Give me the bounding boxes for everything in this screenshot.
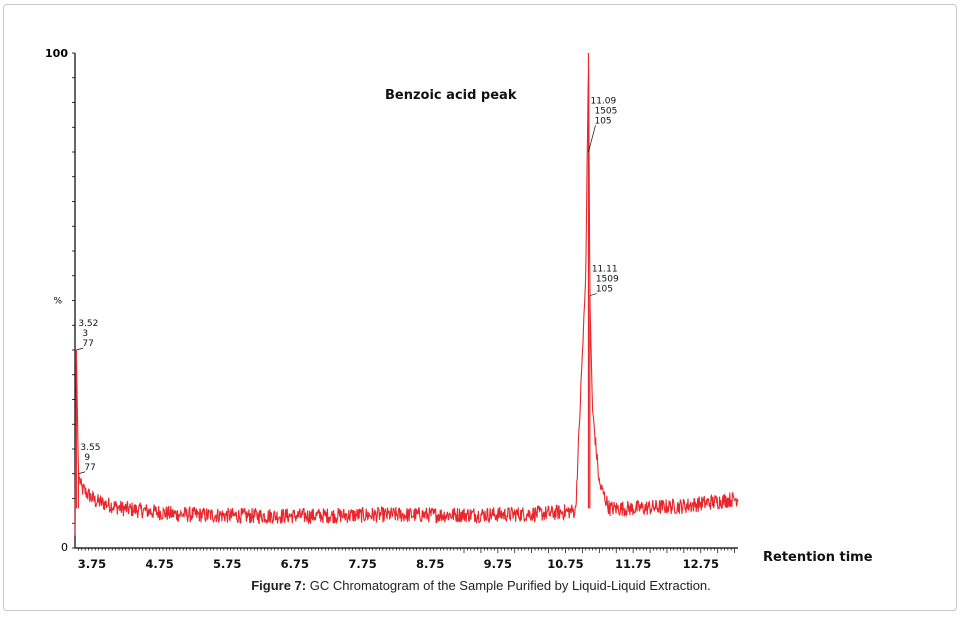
peak-label-line: 1505	[594, 106, 617, 116]
caption-label: Figure 7:	[251, 578, 307, 593]
peak-label-line: 3.55	[80, 443, 100, 453]
x-tick-label: 6.75	[281, 557, 309, 571]
figure-frame	[3, 4, 957, 611]
peak-label-line: 77	[84, 463, 95, 473]
chart-axes: 100% 0 3.75 4.75 5.75 6.75 7.75 8.75 9.75 10.75 11…	[45, 47, 738, 571]
x-tick-label: 7.75	[348, 557, 376, 571]
signal-trace	[74, 67, 739, 536]
x-tick-label: 12.75	[683, 557, 719, 571]
x-tick-label: 11.75	[615, 557, 651, 571]
x-tick-label: 8.75	[416, 557, 444, 571]
caption-text: GC Chromatogram of the Sample Purified b…	[306, 578, 711, 593]
x-tick-label: 10.75	[547, 557, 583, 571]
peak-label-line: 1509	[596, 275, 619, 285]
peak-label-leader	[588, 125, 596, 153]
peak-label-leader	[78, 471, 86, 475]
peak-label-leader	[76, 347, 84, 351]
peak-label-line: 3	[82, 329, 88, 339]
peak-label-line: 3.52	[78, 319, 98, 329]
peak-label-line: 77	[82, 339, 93, 349]
peak-label-line: 11.09	[590, 96, 616, 106]
y-tick-label: 0	[61, 541, 68, 554]
y-tick-label: %	[53, 297, 62, 307]
x-tick-label: 3.75	[78, 557, 106, 571]
peak-label-line: 105	[596, 285, 613, 295]
x-axis-label: Retention time	[763, 550, 873, 565]
x-tick-label: 9.75	[484, 557, 512, 571]
figure-caption: Figure 7: GC Chromatogram of the Sample …	[0, 578, 962, 593]
peak-label-line: 11.11	[592, 265, 618, 275]
benzoic-acid-annotation: Benzoic acid peak	[385, 88, 517, 103]
x-tick-label: 4.75	[145, 557, 173, 571]
y-tick-label: 100	[45, 47, 68, 60]
x-tick-label: 5.75	[213, 557, 241, 571]
peak-label-line: 105	[594, 116, 611, 126]
peak-label-line: 9	[84, 453, 90, 463]
peak-label-leader	[589, 293, 597, 296]
chromatogram-signal	[74, 53, 739, 536]
